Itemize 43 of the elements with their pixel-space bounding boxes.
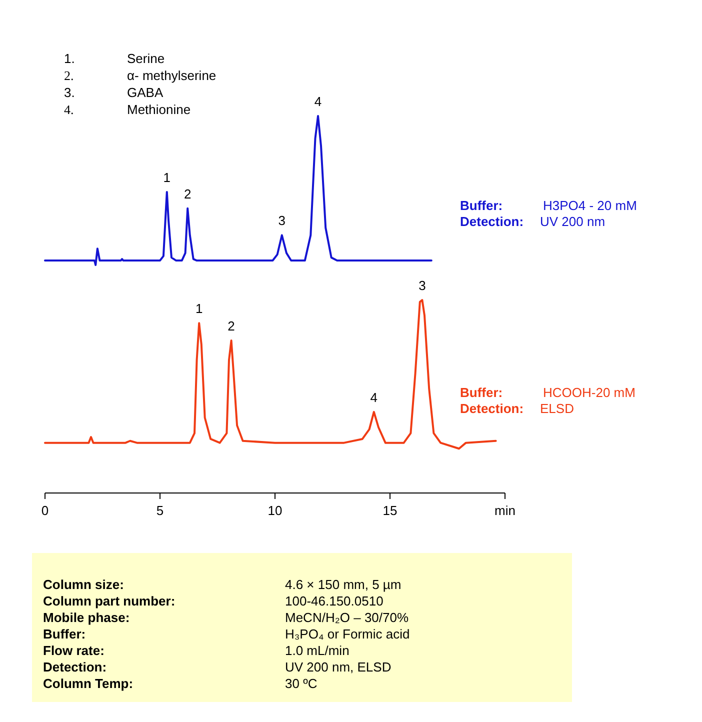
text: H₃PO₄ or Formic acid	[285, 626, 410, 642]
text: Column part number:	[43, 594, 176, 608]
text: 100-46.150.0510	[285, 594, 384, 608]
annotation: 4	[314, 94, 322, 109]
annotation: 1	[195, 301, 203, 316]
text: GABA	[127, 85, 164, 100]
text: Detection:	[43, 660, 107, 674]
text: 1.	[64, 51, 75, 66]
text: 3.	[64, 85, 75, 100]
text: Column Temp:	[43, 676, 134, 691]
text: ELSD	[540, 401, 574, 416]
annotation: Detection:	[460, 214, 524, 229]
annotation: Buffer:	[460, 198, 503, 213]
text: Flow rate:	[43, 643, 104, 658]
x-tick-label: 0	[41, 503, 49, 518]
annotation: Methionine	[127, 102, 191, 117]
text: 30 ºC	[285, 676, 318, 691]
text: Buffer:	[43, 626, 86, 642]
text: UV 200 nm, ELSD	[285, 660, 392, 674]
text: H3PO4 - 20 mM	[543, 198, 637, 213]
annotation: 1	[163, 170, 171, 185]
text: 1.0 mL/min	[285, 643, 350, 658]
annotation: 3	[278, 213, 286, 228]
text: HCOOH-20 mM	[543, 385, 636, 400]
annotation: 4	[370, 390, 378, 405]
x-tick-label: 15	[382, 503, 398, 518]
text: Column size:	[43, 577, 124, 592]
text: MeCN/H₂O – 30/70%	[285, 610, 409, 625]
text: UV 200 nm	[540, 214, 606, 229]
text: 4.6 × 150 mm, 5 µm	[285, 577, 402, 592]
annotation: Buffer:	[460, 385, 503, 400]
text: α- methylserine	[127, 68, 216, 83]
text: Mobile phase:	[43, 610, 130, 625]
x-tick-label: 5	[156, 503, 164, 518]
text: 2.	[64, 68, 74, 83]
text: Serine	[127, 51, 165, 66]
annotation: 2	[228, 318, 235, 334]
annotation: 3	[418, 278, 426, 293]
annotation: 2	[184, 186, 192, 202]
x-tick-label: 10	[268, 503, 282, 518]
x-tick-label: min	[494, 503, 516, 518]
annotation: Detection:	[460, 401, 524, 416]
annotation: 4.	[64, 102, 74, 117]
